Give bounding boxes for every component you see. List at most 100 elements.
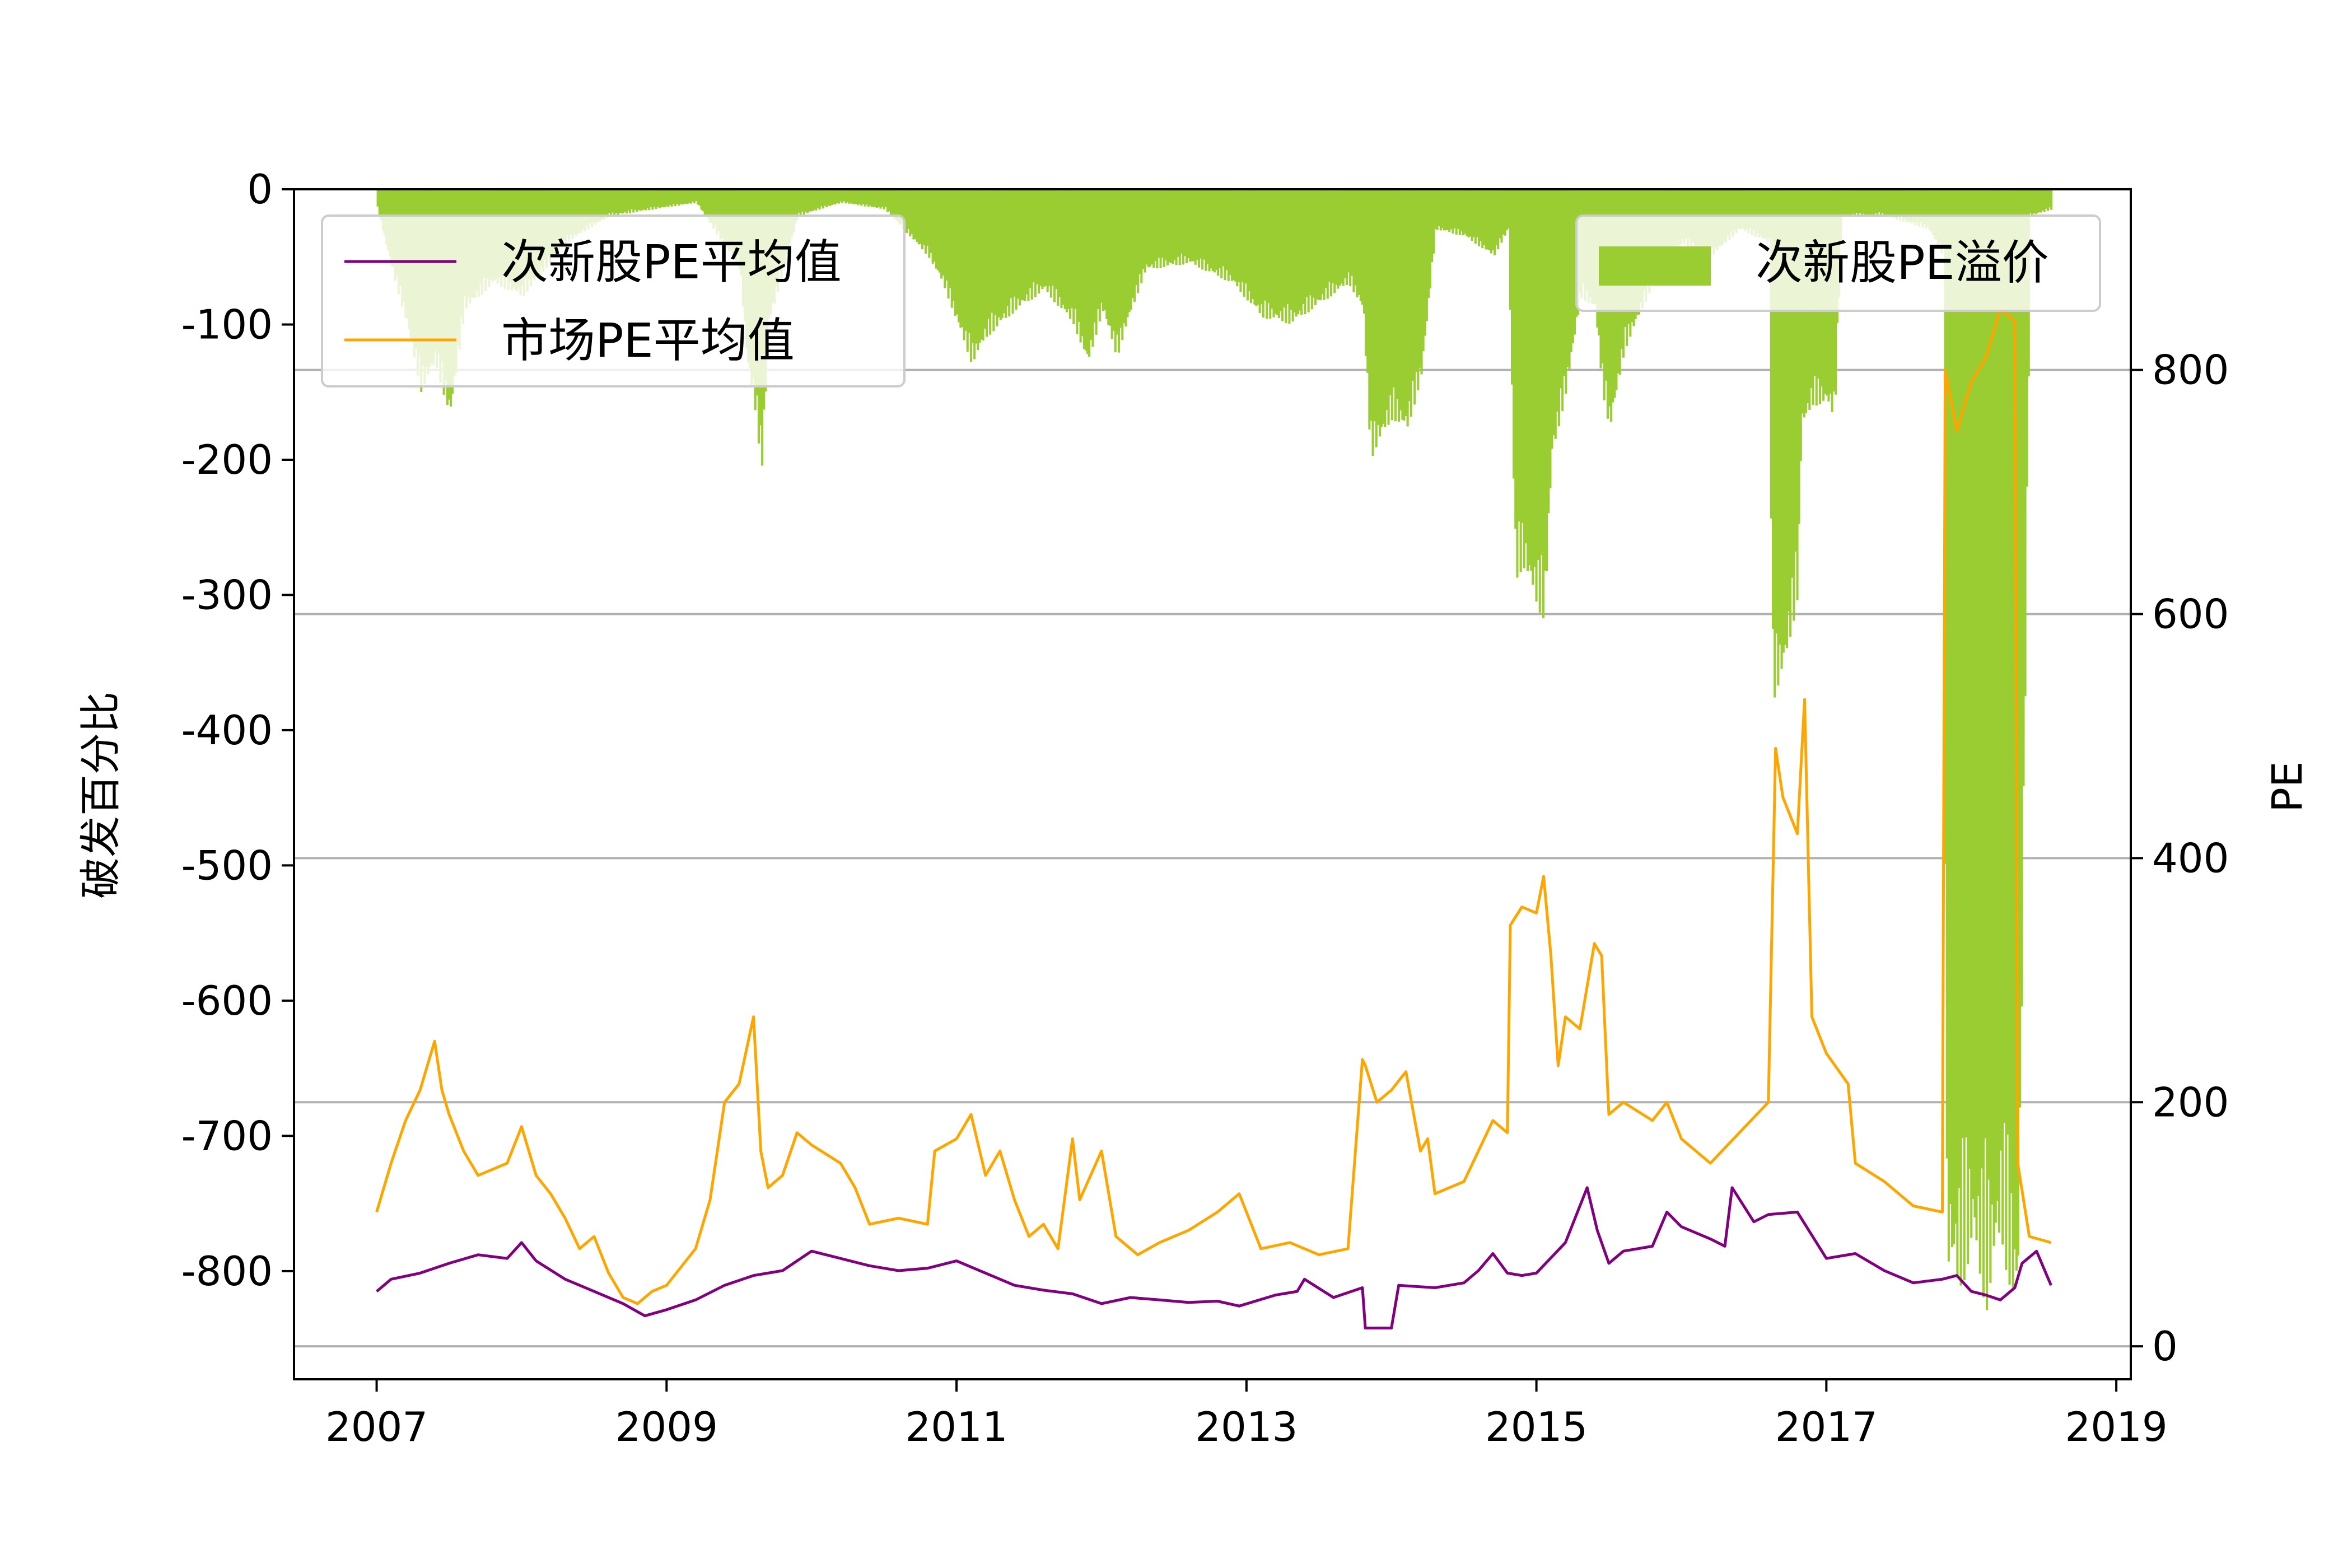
premium-bar [820, 189, 823, 207]
premium-bar [1544, 189, 1547, 571]
premium-bar [570, 189, 572, 235]
premium-bar [1128, 189, 1131, 312]
premium-bar [1527, 189, 1529, 572]
premium-bar [1041, 189, 1044, 290]
premium-bar [867, 189, 870, 207]
premium-bar [1521, 189, 1524, 523]
premium-bar [1780, 189, 1783, 669]
premium-bar [991, 189, 993, 313]
premium-bar [1318, 189, 1320, 300]
premium-bar [1076, 189, 1079, 334]
premium-bar [1376, 189, 1379, 425]
premium-bar [1205, 189, 1207, 271]
premium-bar [1217, 189, 1220, 276]
premium-bar [617, 189, 619, 214]
premium-bar [1502, 189, 1505, 235]
premium-bar [1279, 189, 1282, 312]
premium-bar [1149, 189, 1151, 267]
premium-bar [1504, 189, 1506, 236]
premium-bar [1537, 189, 1539, 560]
premium-bar [629, 189, 632, 213]
premium-bar [1057, 189, 1060, 306]
premium-bar [1024, 189, 1026, 301]
premium-bar [1283, 189, 1286, 307]
premium-bar [1375, 189, 1378, 447]
premium-bar [1855, 189, 1858, 213]
premium-bar [2005, 189, 2008, 1270]
premium-bar [963, 189, 965, 340]
premium-bar [1846, 189, 1849, 216]
premium-bar [933, 189, 936, 262]
premium-bar [1398, 189, 1401, 422]
premium-bar [1730, 189, 1733, 231]
premium-bar [632, 189, 635, 213]
premium-bar [1363, 189, 1366, 314]
premium-bar [1067, 189, 1070, 309]
premium-bar [997, 189, 1000, 318]
premium-bar [1234, 189, 1237, 282]
premium-bar [1253, 189, 1256, 305]
premium-bar [914, 189, 917, 240]
premium-bar [1921, 189, 1924, 228]
premium-bar [1446, 189, 1449, 230]
premium-bar [1431, 189, 1434, 263]
premium-bar [959, 189, 962, 328]
premium-bar [697, 189, 699, 205]
premium-bar [1432, 189, 1435, 254]
premium-bar [1246, 189, 1249, 301]
x-tick-label: 2007 [325, 1403, 428, 1450]
premium-bar [1928, 189, 1931, 230]
premium-bar [1909, 189, 1912, 223]
premium-bar [966, 189, 969, 352]
premium-bar [1213, 189, 1216, 273]
premium-bar [1029, 189, 1032, 288]
premium-bar [1511, 189, 1514, 385]
premium-bar [1422, 189, 1425, 352]
premium-bar [931, 189, 934, 264]
premium-bar [1385, 189, 1388, 410]
premium-bar [1557, 189, 1560, 427]
premium-bar [1293, 189, 1296, 312]
premium-bar [674, 189, 676, 207]
premium-bar [2022, 189, 2025, 787]
legend-left: 次新股PE平均值 次新股PE溢价 市场PE平均值 [321, 214, 906, 388]
premium-bar [711, 189, 713, 223]
legend-right: 次新股PE溢价 [1575, 214, 2101, 312]
premium-bar [1453, 189, 1456, 228]
premium-bar [1412, 189, 1415, 381]
premium-bar [989, 189, 992, 335]
premium-bar [648, 189, 651, 211]
premium-bar [926, 189, 929, 246]
premium-bar [1074, 189, 1077, 309]
premium-bar [678, 189, 680, 206]
premium-bar [1791, 189, 1794, 578]
premium-bar [1754, 189, 1757, 237]
premium-bar [1269, 189, 1272, 319]
premium-bar [878, 189, 880, 207]
premium-bar [961, 189, 964, 328]
premium-bar [848, 189, 851, 204]
premium-bar [1062, 189, 1065, 305]
premium-bar [1441, 189, 1444, 228]
premium-bar [645, 189, 647, 211]
premium-bar [836, 189, 838, 203]
premium-bar [1742, 189, 1745, 229]
premium-bar [832, 189, 835, 205]
premium-bar [1445, 189, 1448, 231]
premium-bar [1455, 189, 1458, 235]
premium-bar [2006, 189, 2009, 1135]
premium-bar [900, 189, 903, 224]
premium-bar [669, 189, 671, 206]
premium-bar [1140, 189, 1143, 283]
premium-bar [1746, 189, 1748, 229]
premium-bar [1949, 189, 1952, 1204]
premium-bar [1566, 189, 1569, 367]
premium-bar [1124, 189, 1127, 326]
premium-bar [1878, 189, 1880, 213]
premium-bar [1491, 189, 1494, 250]
premium-bar [1032, 189, 1035, 283]
premium-bar [566, 189, 569, 235]
premium-bar [796, 189, 799, 221]
premium-bar [1518, 189, 1520, 521]
premium-bar [944, 189, 946, 288]
